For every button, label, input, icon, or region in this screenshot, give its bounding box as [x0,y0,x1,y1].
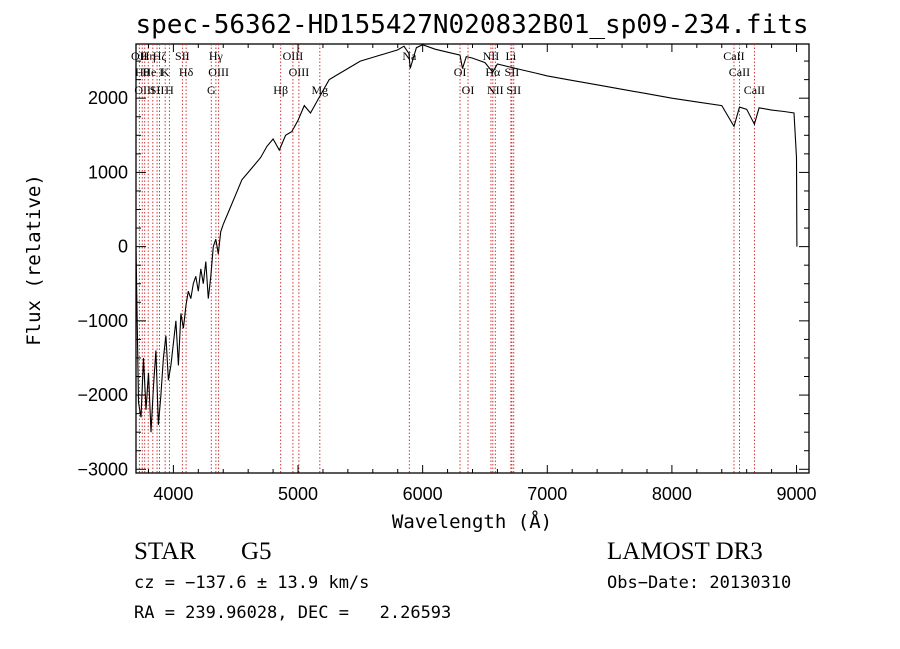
y-tick-label: −2000 [77,385,128,405]
line-marker-label: SII [506,83,521,97]
line-marker-label: Hθ [135,65,150,79]
survey-name: LAMOST DR3 [607,538,763,565]
line-marker-label: Mg [311,83,328,97]
line-marker-label: OI [462,83,475,97]
coordinates: RA = 239.96028, DEC = 2.26593 [134,603,452,623]
object-subclass: G5 [241,538,272,565]
line-marker-label: OIII [208,65,229,79]
line-marker-label: OII [131,49,148,63]
line-marker-label: NII [487,83,504,97]
line-marker-label: He I [142,65,163,79]
chart-title: spec-56362-HD155427N020832B01_sp09-234.f… [135,10,808,40]
y-axis-label: Flux (relative) [23,174,45,346]
spectral-line-markers [138,44,755,473]
line-marker-label: Hδ [179,65,194,79]
line-marker-label: SII [150,83,165,97]
line-marker-label: Hη [141,49,156,63]
line-marker-label: CaII [723,49,744,63]
line-marker-label: Hζ [153,49,167,63]
x-tick-label: 6000 [403,484,443,504]
line-marker-label: H [165,83,174,97]
line-marker-label: Li [506,49,517,63]
y-tick-label: −3000 [77,459,128,479]
x-tick-label: 9000 [777,484,817,504]
line-marker-label: Hβ [273,83,288,97]
plot-frame [135,43,810,474]
line-marker-label: OIII [134,83,155,97]
line-marker-label: CaII [729,65,750,79]
line-marker-label: Hγ [209,49,224,63]
x-tick-label: 7000 [527,484,567,504]
line-marker-label: G [207,83,216,97]
x-axis-ticks: 4000 5000 6000 7000 8000 9000 [147,44,817,504]
line-marker-label: NII [483,49,500,63]
line-marker-label: OI [454,65,467,79]
redshift-velocity: cz = −137.6 ± 13.9 km/s [134,573,370,593]
x-tick-label: 4000 [153,484,193,504]
x-tick-label: 5000 [278,484,318,504]
object-class: STAR [134,538,196,565]
x-axis-label: Wavelength (Å) [392,510,552,533]
y-axis-ticks: −3000 −2000 −1000 0 1000 2000 [77,60,809,479]
observation-date: Obs−Date: 20130310 [607,573,792,593]
line-marker-label: OIII [283,49,304,63]
line-marker-label: OIII [289,65,310,79]
line-marker-label: K [161,65,170,79]
y-tick-label: 2000 [88,88,128,108]
spectrum-line [135,44,798,433]
y-tick-label: 1000 [88,162,128,182]
line-marker-label: CaII [744,83,765,97]
y-tick-label: 0 [118,237,128,257]
line-marker-label: SII [175,49,190,63]
x-tick-label: 8000 [652,484,692,504]
spectrum-chart: spec-56362-HD155427N020832B01_sp09-234.f… [23,10,817,533]
y-tick-label: −1000 [77,311,128,331]
